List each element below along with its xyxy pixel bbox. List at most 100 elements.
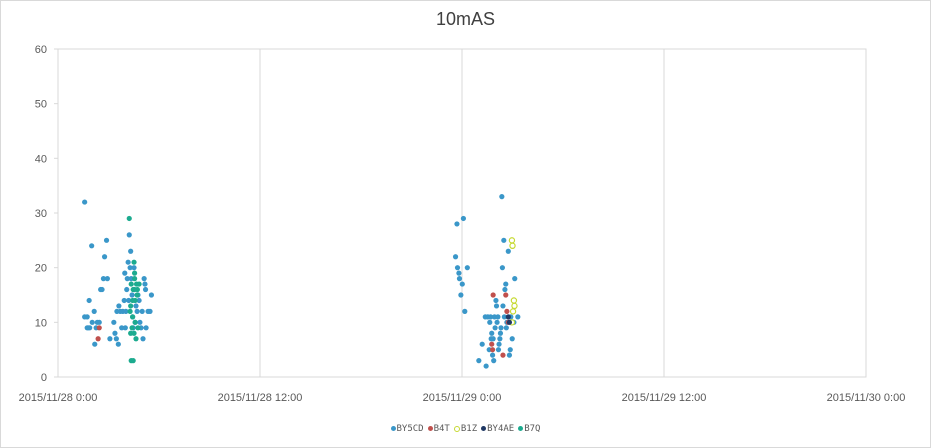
point-by5cd (103, 237, 110, 243)
point-by5cd (491, 358, 497, 364)
legend-item-b7q: B7Q (518, 424, 540, 434)
point-by5cd (503, 325, 509, 331)
point-by5cd (91, 308, 97, 314)
point-by5cd (139, 308, 145, 314)
point-b4t (95, 336, 101, 342)
point-by5cd (509, 336, 515, 342)
point-b7q (134, 292, 140, 298)
point-by5cd (140, 336, 146, 342)
point-by5cd (502, 286, 508, 293)
point-by5cd (143, 325, 149, 331)
point-by5cd (492, 325, 498, 331)
point-b7q (127, 308, 133, 314)
point-b4t (504, 308, 510, 314)
point-b7q (130, 358, 136, 364)
point-b1z (510, 297, 518, 304)
point-by5cd (460, 215, 467, 222)
point-by5cd (488, 314, 494, 320)
point-b7q (132, 297, 138, 304)
point-by5cd (126, 297, 132, 304)
point-b1z (511, 302, 518, 310)
legend-item-by5cd: BY5CD (390, 424, 424, 434)
point-by5cd (124, 286, 130, 293)
legend-label: BY5CD (396, 424, 424, 434)
point-by5cd (501, 237, 507, 243)
point-by5cd (452, 254, 459, 260)
point-by5cd (125, 259, 131, 265)
point-b1z (509, 242, 516, 249)
point-by5cd (512, 276, 518, 282)
point-by5cd (112, 330, 118, 336)
point-by5cd (506, 352, 513, 358)
legend-marker-icon (453, 425, 460, 432)
point-by5cd (464, 265, 470, 271)
point-by5cd (133, 303, 139, 309)
y-tick-label: 40 (35, 153, 47, 165)
point-by5cd (82, 199, 88, 205)
point-by5cd (100, 276, 107, 282)
point-by5cd (123, 308, 129, 314)
point-b1z (508, 237, 516, 244)
y-tick-label: 30 (35, 208, 47, 220)
point-by4ae (506, 319, 513, 325)
point-by5cd (111, 319, 117, 325)
point-by5cd (84, 314, 90, 320)
point-by5cd (141, 276, 147, 282)
point-by5cd (493, 297, 499, 304)
point-by5cd (454, 221, 460, 227)
point-by5cd (128, 248, 134, 254)
point-by5cd (476, 358, 482, 364)
point-by5cd (86, 297, 92, 304)
point-b4t (489, 347, 496, 353)
point-b7q (135, 325, 141, 331)
point-by5cd (495, 347, 502, 353)
point-by5cd (134, 308, 140, 314)
point-b4t (96, 325, 102, 331)
x-tick-label: 2015/11/29 0:00 (423, 392, 502, 404)
point-b1z (509, 308, 517, 315)
point-by5cd (126, 232, 132, 238)
point-b4t (490, 292, 496, 298)
point-b4t (500, 352, 506, 358)
point-by5cd (454, 265, 461, 271)
legend-marker-icon (390, 426, 396, 431)
point-by5cd (501, 314, 507, 320)
point-by5cd (96, 319, 102, 325)
point-b7q (131, 276, 138, 282)
point-by5cd (499, 194, 505, 200)
point-by5cd (87, 325, 93, 331)
point-by5cd (116, 303, 122, 309)
point-by5cd (147, 308, 153, 314)
point-by4ae (505, 314, 511, 320)
legend-label: BY4AE (487, 424, 515, 434)
point-by5cd (99, 286, 105, 293)
point-by5cd (458, 292, 464, 298)
y-tick-label: 10 (35, 317, 47, 329)
point-by5cd (459, 281, 465, 287)
point-by5cd (137, 319, 143, 325)
point-b7q (131, 330, 137, 336)
point-b7q (126, 215, 132, 222)
y-tick-label: 50 (35, 99, 47, 111)
point-b7q (130, 314, 136, 320)
point-by5cd (142, 281, 148, 287)
point-by5cd (483, 363, 489, 369)
point-by5cd (507, 347, 513, 353)
point-by5cd (462, 308, 468, 314)
point-by5cd (119, 325, 125, 331)
point-by5cd (122, 270, 128, 276)
point-by5cd (515, 314, 521, 320)
x-tick-label: 2015/11/28 0:00 (19, 392, 98, 404)
chart-title: 10mAS (435, 9, 496, 29)
point-by5cd (503, 281, 509, 287)
point-by5cd (500, 303, 506, 309)
point-by5cd (493, 303, 500, 309)
x-tick-label: 2015/11/29 12:00 (622, 392, 707, 404)
legend-label: B4T (433, 424, 450, 434)
point-by5cd (487, 319, 493, 325)
point-b7q (129, 325, 135, 331)
point-by5cd (497, 330, 504, 336)
x-tick-label: 2015/11/28 12:00 (218, 392, 303, 404)
